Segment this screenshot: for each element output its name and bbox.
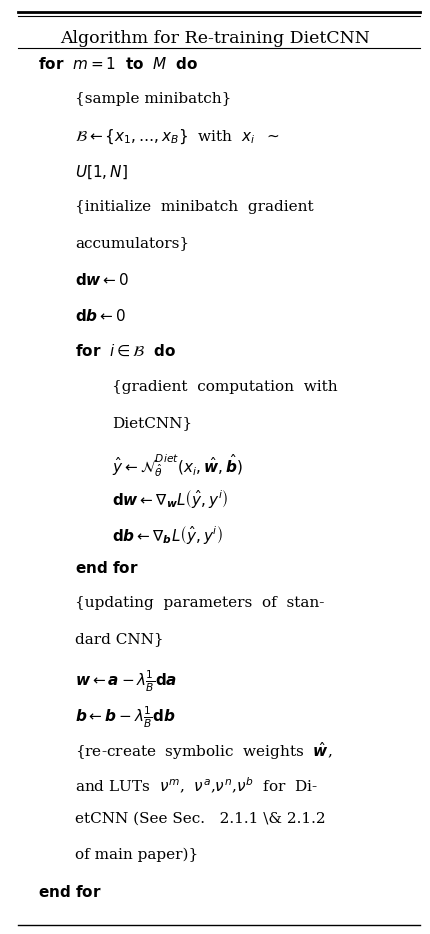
Text: {updating  parameters  of  stan-: {updating parameters of stan- <box>75 596 324 610</box>
Text: {initialize  minibatch  gradient: {initialize minibatch gradient <box>75 200 313 214</box>
Text: of main paper)}: of main paper)} <box>75 848 198 862</box>
Text: $\mathbf{d}\boldsymbol{b} \leftarrow 0$: $\mathbf{d}\boldsymbol{b} \leftarrow 0$ <box>75 308 126 324</box>
Text: $\mathbf{d}\boldsymbol{w} \leftarrow \nabla_{\boldsymbol{w}} L\left(\hat{y}, y^i: $\mathbf{d}\boldsymbol{w} \leftarrow \na… <box>112 488 228 510</box>
Text: and LUTs  $\nu^m$,  $\nu^a$,$\nu^n$,$\nu^b$  for  Di-: and LUTs $\nu^m$, $\nu^a$,$\nu^n$,$\nu^b… <box>75 776 318 796</box>
Text: DietCNN}: DietCNN} <box>112 416 192 430</box>
Text: {sample minibatch}: {sample minibatch} <box>75 92 231 106</box>
Text: $\mathbf{end\ for}$: $\mathbf{end\ for}$ <box>38 884 101 900</box>
Text: $\mathbf{d}\boldsymbol{w} \leftarrow 0$: $\mathbf{d}\boldsymbol{w} \leftarrow 0$ <box>75 272 129 288</box>
Text: $\mathbf{for}$  $m = 1$  $\mathbf{to}$  $M$  $\mathbf{do}$: $\mathbf{for}$ $m = 1$ $\mathbf{to}$ $M$… <box>38 56 198 72</box>
Text: Algorithm for Re-training DietCNN: Algorithm for Re-training DietCNN <box>60 30 370 47</box>
Text: $\hat{y} \leftarrow \mathcal{N}_{\hat{\theta}}^{Diet}(x_i, \hat{\boldsymbol{w}},: $\hat{y} \leftarrow \mathcal{N}_{\hat{\t… <box>112 452 243 479</box>
Text: {gradient  computation  with: {gradient computation with <box>112 380 338 394</box>
Text: $\boldsymbol{b} \leftarrow \boldsymbol{b} - \lambda\frac{1}{B}\mathbf{d}\boldsym: $\boldsymbol{b} \leftarrow \boldsymbol{b… <box>75 704 176 729</box>
Text: accumulators}: accumulators} <box>75 236 189 250</box>
Text: {re-create  symbolic  weights  $\hat{\boldsymbol{w}}$,: {re-create symbolic weights $\hat{\bolds… <box>75 740 332 762</box>
Text: $\boldsymbol{w} \leftarrow \boldsymbol{a} - \lambda\frac{1}{B}\mathbf{d}\boldsym: $\boldsymbol{w} \leftarrow \boldsymbol{a… <box>75 668 177 694</box>
Text: $\mathcal{B} \leftarrow \{x_1,\ldots,x_B\}$  with  $x_i$  $\sim$: $\mathcal{B} \leftarrow \{x_1,\ldots,x_B… <box>75 128 280 147</box>
Text: dard CNN}: dard CNN} <box>75 632 164 646</box>
Text: $\mathbf{for}$  $i \in \mathcal{B}$  $\mathbf{do}$: $\mathbf{for}$ $i \in \mathcal{B}$ $\mat… <box>75 344 176 360</box>
Text: etCNN (See Sec.   2.1.1 \& 2.1.2: etCNN (See Sec. 2.1.1 \& 2.1.2 <box>75 812 326 826</box>
Text: $\mathbf{end\ for}$: $\mathbf{end\ for}$ <box>75 560 138 576</box>
Text: $U[1, N]$: $U[1, N]$ <box>75 164 128 181</box>
Text: $\mathbf{d}\boldsymbol{b} \leftarrow \nabla_{\boldsymbol{b}} L\left(\hat{y}, y^i: $\mathbf{d}\boldsymbol{b} \leftarrow \na… <box>112 524 223 546</box>
